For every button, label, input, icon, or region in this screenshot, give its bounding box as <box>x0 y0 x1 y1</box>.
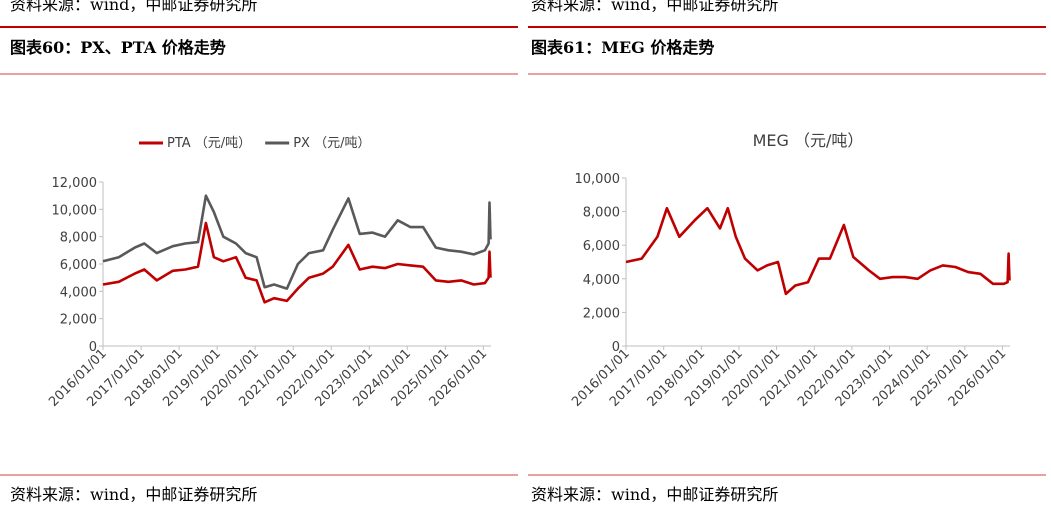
y-tick-label: 10,000 <box>52 203 98 218</box>
y-tick-label: 2,000 <box>60 313 97 328</box>
y-tick-label: 6,000 <box>583 239 620 254</box>
y-tick-label: 6,000 <box>60 258 97 273</box>
source-note: 资料来源：wind，中邮证券研究所 <box>531 485 778 504</box>
series-line <box>625 206 1011 296</box>
y-tick-label: 12,000 <box>52 176 98 191</box>
y-tick-label: 8,000 <box>60 231 97 246</box>
legend-label: PX （元/吨） <box>293 136 370 151</box>
series-line <box>102 194 492 290</box>
figure-caption: 图表60：PX、PTA 价格走势 <box>10 38 226 57</box>
y-tick-label: 0 <box>89 340 97 355</box>
top-source: 资料来源：wind，中邮证券研究所 <box>531 0 778 14</box>
y-tick-label: 2,000 <box>583 306 620 321</box>
y-tick-label: 4,000 <box>583 273 620 288</box>
source-note: 资料来源：wind，中邮证券研究所 <box>10 485 257 504</box>
y-tick-label: 10,000 <box>575 172 621 187</box>
y-tick-label: 8,000 <box>583 206 620 221</box>
legend-label: PTA （元/吨） <box>167 136 251 151</box>
top-source: 资料来源：wind，中邮证券研究所 <box>10 0 257 14</box>
y-tick-label: 4,000 <box>60 285 97 300</box>
y-tick-label: 0 <box>612 340 620 355</box>
chart-title: MEG （元/吨） <box>753 131 864 150</box>
figure-caption: 图表61：MEG 价格走势 <box>531 38 714 57</box>
series-line <box>102 221 492 304</box>
